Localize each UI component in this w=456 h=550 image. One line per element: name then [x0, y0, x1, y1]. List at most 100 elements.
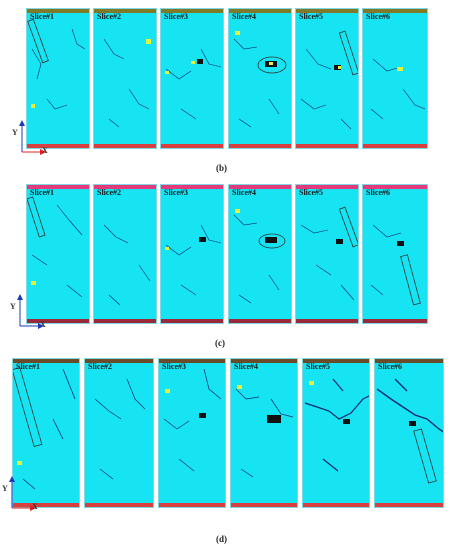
top-bar [229, 9, 291, 13]
slice-texture [165, 224, 222, 296]
bottom-bar [296, 144, 358, 148]
slice-texture [165, 48, 222, 120]
slice-label: Slice#2 [97, 188, 121, 197]
slice-label: Slice#3 [162, 362, 186, 371]
y-axis-label: Y [10, 302, 16, 311]
slice-texture [304, 378, 369, 472]
bottom-bar [303, 503, 369, 507]
slice-label: Slice#2 [88, 362, 112, 371]
slice-label: Slice#3 [164, 12, 188, 21]
slice-c6: Slice#6 [362, 184, 428, 324]
slice-texture [27, 18, 86, 110]
bottom-bar [231, 503, 297, 507]
slice-c1: Slice#1 [26, 184, 90, 324]
slice-texture [27, 196, 83, 298]
slice-d3: Slice#3 [158, 358, 226, 508]
slice-label: Slice#3 [164, 188, 188, 197]
y-axis-label: Y [12, 128, 18, 137]
slice-label: Slice#6 [366, 12, 390, 21]
bottom-bar [161, 319, 223, 323]
slice-label: Slice#5 [306, 362, 330, 371]
slice-d2: Slice#2 [84, 358, 154, 508]
axis-indicator: Y X [12, 118, 52, 158]
slice-b6: Slice#6 [362, 8, 428, 149]
slice-label: Slice#4 [232, 188, 256, 197]
caption-c: (c) [215, 338, 225, 348]
top-bar [296, 9, 358, 13]
top-bar [303, 359, 369, 363]
top-bar [375, 359, 443, 363]
top-bar [161, 9, 223, 13]
slice-label: Slice#2 [97, 12, 121, 21]
slice-b4: Slice#4 [228, 8, 292, 149]
slice-label: Slice#4 [234, 362, 258, 371]
bottom-bar [363, 144, 427, 148]
bottom-bar [229, 319, 291, 323]
caption-d: (d) [216, 534, 227, 544]
slice-label: Slice#5 [299, 12, 323, 21]
slice-d4: Slice#4 [230, 358, 298, 508]
top-bar [159, 359, 225, 363]
slice-b5: Slice#5 [295, 8, 359, 149]
slice-label: Slice#1 [16, 362, 40, 371]
x-axis-label: X [42, 146, 48, 155]
bottom-bar [229, 144, 291, 148]
top-bar [94, 185, 156, 189]
top-bar [27, 9, 89, 13]
slice-b1: Slice#1 [26, 8, 90, 149]
slice-texture [103, 38, 151, 128]
top-bar [94, 9, 156, 13]
slice-d5: Slice#5 [302, 358, 370, 508]
slice-texture [376, 378, 443, 484]
slice-d1: Slice#1 [12, 358, 80, 508]
slice-d6: Slice#6 [374, 358, 444, 508]
bottom-bar [13, 503, 79, 507]
caption-b: (b) [216, 163, 227, 173]
slice-texture [13, 366, 76, 490]
axis-indicator: Y X [2, 474, 42, 514]
top-bar [229, 185, 291, 189]
panel-b: Slice#1 Slice#2 Slice#3 Slice#4 [0, 0, 456, 178]
slice-texture [163, 368, 222, 472]
bottom-bar [159, 503, 225, 507]
top-bar [363, 185, 427, 189]
slice-texture [103, 224, 151, 306]
slice-texture [370, 224, 421, 306]
bottom-bar [296, 319, 358, 323]
slice-label: Slice#6 [378, 362, 402, 371]
x-axis-label: X [32, 502, 38, 511]
bottom-bar [27, 319, 89, 323]
axis-indicator: Y X [10, 292, 50, 332]
y-axis-label: Y [2, 484, 8, 493]
slice-b3: Slice#3 [160, 8, 224, 149]
slice-texture [300, 30, 358, 130]
slice-texture [235, 385, 294, 478]
slice-texture [94, 378, 146, 480]
top-bar [161, 185, 223, 189]
slice-label: Slice#5 [299, 188, 323, 197]
slice-label: Slice#1 [30, 12, 54, 21]
slice-texture [370, 58, 426, 120]
slice-label: Slice#1 [30, 188, 54, 197]
bottom-bar [94, 144, 156, 148]
bottom-bar [161, 144, 223, 148]
top-bar [13, 359, 79, 363]
top-bar [231, 359, 297, 363]
bottom-bar [375, 503, 443, 507]
slice-c5: Slice#5 [295, 184, 359, 324]
panel-d: Slice#1 Slice#2 Slice#3 Slice#4 [0, 354, 456, 550]
panel-c: Slice#1 Slice#2 Slice#3 Slice#4 [0, 178, 456, 354]
slice-c3: Slice#3 [160, 184, 224, 324]
slice-texture [233, 31, 287, 128]
top-bar [27, 185, 89, 189]
slice-label: Slice#6 [366, 188, 390, 197]
bottom-bar [94, 319, 156, 323]
bottom-bar [363, 319, 427, 323]
slice-c4: Slice#4 [228, 184, 292, 324]
slice-texture [233, 209, 286, 304]
bottom-bar [85, 503, 153, 507]
x-axis-label: X [40, 320, 46, 329]
bottom-bar [27, 144, 89, 148]
slice-b2: Slice#2 [93, 8, 157, 149]
top-bar [296, 185, 358, 189]
